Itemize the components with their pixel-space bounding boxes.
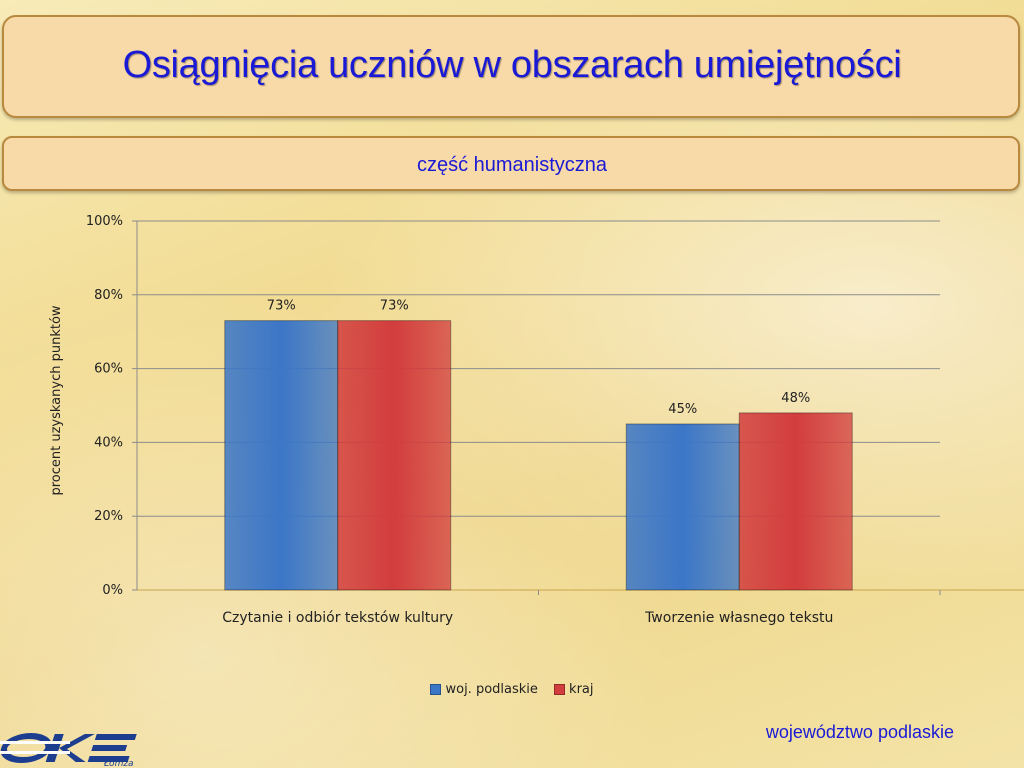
legend-label-series-1: woj. podlaskie xyxy=(445,682,538,697)
page-title: Osiągnięcia uczniów w obszarach umiejętn… xyxy=(122,44,902,86)
y-tick-label: 60% xyxy=(94,362,123,377)
legend-item-series-2: kraj xyxy=(554,682,594,697)
data-label: 73% xyxy=(380,299,409,314)
data-label: 73% xyxy=(267,299,296,314)
y-tick-label: 0% xyxy=(102,583,123,598)
title-panel xyxy=(2,15,1020,118)
y-tick-label: 20% xyxy=(94,509,123,524)
bar xyxy=(224,320,339,591)
region-label: województwo podlaskie xyxy=(765,722,954,742)
legend-item-series-1: woj. podlaskie xyxy=(430,682,538,697)
x-tick-label: Czytanie i odbiór tekstów kultury xyxy=(222,610,453,626)
oke-logo: Łomża xyxy=(0,733,137,768)
y-tick-label: 40% xyxy=(94,435,123,450)
bar-chart: 0% 20% 40% 60% 80% 100% procent uzyskanych pun… xyxy=(49,214,1024,626)
bar xyxy=(625,423,740,591)
chart-legend: woj. podlaskie kraj xyxy=(0,682,1024,699)
subtitle-panel xyxy=(2,136,1020,191)
y-tick-label: 80% xyxy=(94,288,123,303)
x-tick-label: Tworzenie własnego tekstu xyxy=(644,610,833,626)
data-label: 48% xyxy=(781,391,810,406)
page-subtitle: część humanistyczna xyxy=(416,154,608,176)
data-label: 45% xyxy=(668,402,697,417)
y-tick-label: 100% xyxy=(86,214,123,229)
y-axis-label: procent uzyskanych punktów xyxy=(49,305,64,495)
legend-swatch-series-1 xyxy=(430,684,442,695)
bar xyxy=(738,412,853,591)
legend-label-series-2: kraj xyxy=(569,682,594,697)
bar xyxy=(337,320,452,591)
legend-swatch-series-2 xyxy=(554,684,566,695)
logo-text: Łomża xyxy=(103,759,134,768)
